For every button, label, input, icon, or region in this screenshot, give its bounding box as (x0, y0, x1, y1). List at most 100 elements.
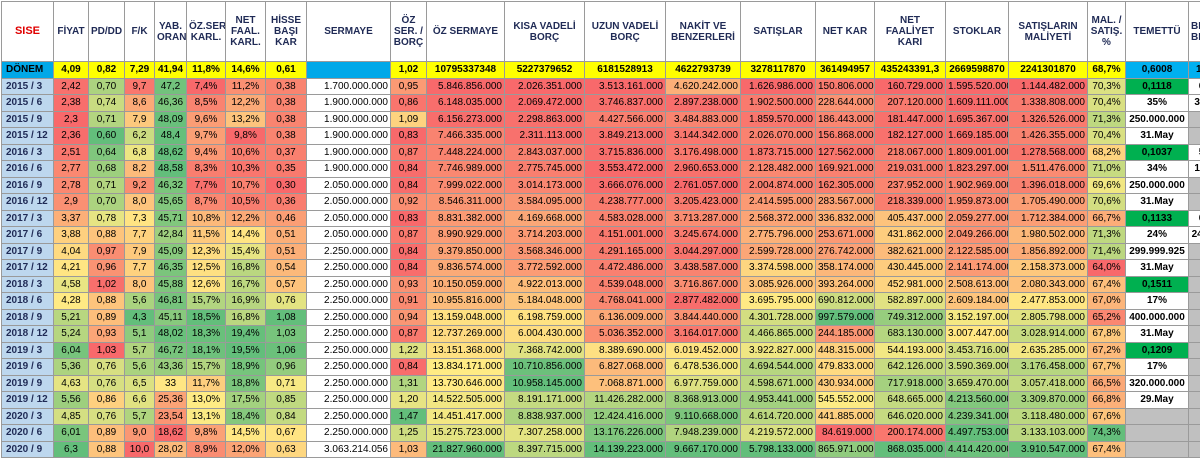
donem-kisa-vadeli-borc[interactable]: 5227379652 (505, 62, 585, 79)
cell-mal-satis[interactable]: 67,7% (1088, 359, 1126, 376)
cell-temettu[interactable]: 34% (1126, 161, 1189, 178)
cell-temettu[interactable]: 17% (1126, 293, 1189, 310)
cell-yab-oran[interactable]: 45,11 (155, 309, 187, 326)
cell-fiyat[interactable]: 4,04 (54, 243, 89, 260)
cell-nakit[interactable]: 7.948.239.000 (666, 425, 741, 442)
cell-satislar[interactable]: 2.414.595.000 (741, 194, 816, 211)
cell-kisa-vadeli-borc[interactable]: 7.307.258.000 (505, 425, 585, 442)
cell-period[interactable]: 2018 / 6 (2, 293, 54, 310)
cell-mal-satis[interactable]: 67,4% (1088, 276, 1126, 293)
cell-uzun-vadeli-borc[interactable]: 6.827.068.000 (585, 359, 666, 376)
donem-oz-ser-karl[interactable]: 11,8% (187, 62, 226, 79)
cell-pd-dd[interactable]: 0,96 (89, 260, 125, 277)
cell-uzun-vadeli-borc[interactable]: 13.176.226.000 (585, 425, 666, 442)
cell-hisse-basi-kar[interactable]: 0,38 (266, 95, 307, 112)
donem-sermaye[interactable] (307, 62, 391, 79)
cell-oz-ser-karl[interactable]: 12,3% (187, 243, 226, 260)
donem-nakit[interactable]: 4622793739 (666, 62, 741, 79)
cell-yab-oran[interactable]: 28,02 (155, 441, 187, 458)
cell-hisse-basi-kar[interactable]: 0,38 (266, 78, 307, 95)
cell-temettu[interactable]: 17% (1126, 359, 1189, 376)
cell-temettu[interactable]: 0,1037 (1126, 144, 1189, 161)
cell-net-kar[interactable]: 479.833.000 (816, 359, 875, 376)
cell-mal-satis[interactable]: 68,2% (1088, 144, 1126, 161)
cell-oz-sermaye[interactable]: 7.746.989.000 (427, 161, 505, 178)
donem-temettu[interactable]: 0,6008 (1126, 62, 1189, 79)
cell-kisa-vadeli-borc[interactable]: 6.198.759.000 (505, 309, 585, 326)
cell-fk[interactable]: 5,7 (125, 408, 155, 425)
cell-temettu[interactable] (1126, 408, 1189, 425)
cell-sermaye[interactable]: 2.250.000.000 (307, 309, 391, 326)
donem-satis-maliyeti[interactable]: 2241301870 (1009, 62, 1088, 79)
donem-net-kar[interactable]: 361494957 (816, 62, 875, 79)
cell-oz-ser-karl[interactable]: 13,1% (187, 408, 226, 425)
cell-net-faaliyet-kari[interactable]: 181.447.000 (875, 111, 946, 128)
cell-kisa-vadeli-borc[interactable]: 8.397.715.000 (505, 441, 585, 458)
cell-net-faal-karl[interactable]: 14,4% (226, 227, 266, 244)
cell-bedelli-bedelsiz[interactable] (1189, 276, 1200, 293)
cell-period[interactable]: 2019 / 6 (2, 359, 54, 376)
cell-nakit[interactable]: 9.667.170.000 (666, 441, 741, 458)
cell-temettu[interactable]: 0,1511 (1126, 276, 1189, 293)
cell-mal-satis[interactable]: 70,6% (1088, 194, 1126, 211)
donem-bedelli-bedelsiz[interactable]: 18,17 (1189, 62, 1200, 79)
cell-satis-maliyeti[interactable]: 1.712.384.000 (1009, 210, 1088, 227)
cell-net-faaliyet-kari[interactable]: 207.120.000 (875, 95, 946, 112)
cell-oz-ser-borc[interactable]: 0,83 (391, 128, 427, 145)
cell-kisa-vadeli-borc[interactable]: 8.838.937.000 (505, 408, 585, 425)
cell-uzun-vadeli-borc[interactable]: 5.036.352.000 (585, 326, 666, 343)
cell-oz-ser-karl[interactable]: 15,7% (187, 293, 226, 310)
cell-satis-maliyeti[interactable]: 1.511.476.000 (1009, 161, 1088, 178)
cell-net-faaliyet-kari[interactable]: 405.437.000 (875, 210, 946, 227)
cell-fiyat[interactable]: 4,21 (54, 260, 89, 277)
cell-satislar[interactable]: 3.374.598.000 (741, 260, 816, 277)
cell-kisa-vadeli-borc[interactable]: 2.069.472.000 (505, 95, 585, 112)
cell-hisse-basi-kar[interactable]: 1,08 (266, 309, 307, 326)
cell-satis-maliyeti[interactable]: 1.278.568.000 (1009, 144, 1088, 161)
cell-satis-maliyeti[interactable]: 1.426.355.000 (1009, 128, 1088, 145)
cell-fk[interactable]: 8,0 (125, 194, 155, 211)
cell-satislar[interactable]: 5.798.133.000 (741, 441, 816, 458)
cell-net-kar[interactable]: 228.644.000 (816, 95, 875, 112)
cell-bedelli-bedelsiz[interactable] (1189, 194, 1200, 211)
cell-hisse-basi-kar[interactable]: 0,54 (266, 260, 307, 277)
cell-fk[interactable]: 7,7 (125, 260, 155, 277)
cell-oz-ser-karl[interactable]: 9,7% (187, 128, 226, 145)
cell-pd-dd[interactable]: 0,60 (89, 128, 125, 145)
cell-fk[interactable]: 4,3 (125, 309, 155, 326)
cell-period[interactable]: 2020 / 9 (2, 441, 54, 458)
cell-net-faaliyet-kari[interactable]: 160.729.000 (875, 78, 946, 95)
cell-pd-dd[interactable]: 0,76 (89, 408, 125, 425)
cell-stoklar[interactable]: 1.809.001.000 (946, 144, 1009, 161)
cell-nakit[interactable]: 3.713.287.000 (666, 210, 741, 227)
cell-nakit[interactable]: 9.110.668.000 (666, 408, 741, 425)
cell-pd-dd[interactable]: 0,89 (89, 425, 125, 442)
cell-oz-ser-karl[interactable]: 9,4% (187, 144, 226, 161)
cell-mal-satis[interactable]: 67,0% (1088, 293, 1126, 310)
cell-nakit[interactable]: 2.960.653.000 (666, 161, 741, 178)
donem-fiyat[interactable]: 4,09 (54, 62, 89, 79)
cell-kisa-vadeli-borc[interactable]: 3.714.203.000 (505, 227, 585, 244)
cell-oz-ser-karl[interactable]: 10,8% (187, 210, 226, 227)
cell-satis-maliyeti[interactable]: 3.910.547.000 (1009, 441, 1088, 458)
cell-oz-sermaye[interactable]: 8.831.382.000 (427, 210, 505, 227)
cell-net-faaliyet-kari[interactable]: 431.862.000 (875, 227, 946, 244)
cell-oz-ser-karl[interactable]: 8,3% (187, 161, 226, 178)
cell-kisa-vadeli-borc[interactable]: 2.843.037.000 (505, 144, 585, 161)
cell-mal-satis[interactable]: 70,3% (1088, 78, 1126, 95)
cell-oz-ser-borc[interactable]: 0,87 (391, 144, 427, 161)
cell-hisse-basi-kar[interactable]: 0,51 (266, 227, 307, 244)
donem-uzun-vadeli-borc[interactable]: 6181528913 (585, 62, 666, 79)
cell-net-faal-karl[interactable]: 18,8% (226, 375, 266, 392)
cell-yab-oran[interactable]: 47,2 (155, 78, 187, 95)
cell-net-faaliyet-kari[interactable]: 430.445.000 (875, 260, 946, 277)
cell-stoklar[interactable]: 2.059.277.000 (946, 210, 1009, 227)
cell-mal-satis[interactable]: 66,8% (1088, 392, 1126, 409)
cell-oz-ser-karl[interactable]: 18,3% (187, 326, 226, 343)
cell-net-kar[interactable]: 253.671.000 (816, 227, 875, 244)
cell-hisse-basi-kar[interactable]: 0,38 (266, 111, 307, 128)
cell-net-faal-karl[interactable]: 10,6% (226, 144, 266, 161)
cell-stoklar[interactable]: 2.122.585.000 (946, 243, 1009, 260)
cell-pd-dd[interactable]: 0,97 (89, 243, 125, 260)
cell-oz-ser-karl[interactable]: 8,9% (187, 441, 226, 458)
